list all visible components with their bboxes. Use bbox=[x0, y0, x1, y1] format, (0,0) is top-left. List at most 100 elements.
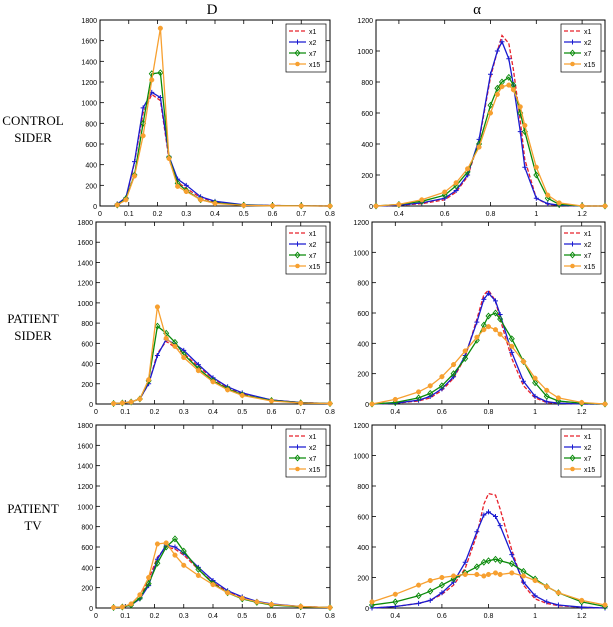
marker-x2 bbox=[499, 39, 505, 45]
marker-x15 bbox=[172, 343, 178, 349]
legend-marker-x2 bbox=[295, 39, 300, 45]
marker-x15 bbox=[481, 327, 487, 333]
legend-marker-x15 bbox=[295, 466, 300, 472]
marker-x15 bbox=[427, 578, 433, 584]
legend-marker-x7 bbox=[294, 49, 301, 57]
y-tick-label: 800 bbox=[85, 121, 97, 128]
marker-x15 bbox=[451, 362, 457, 368]
x-tick-label: 0.2 bbox=[150, 409, 160, 416]
y-tick-label: 1600 bbox=[77, 443, 93, 450]
marker-x15 bbox=[544, 584, 550, 590]
x-tick-label: 1.2 bbox=[577, 211, 587, 218]
marker-x15 bbox=[369, 401, 375, 407]
marker-x15 bbox=[419, 197, 425, 203]
y-tick-label: 1200 bbox=[353, 220, 369, 227]
marker-x15 bbox=[532, 578, 538, 584]
marker-x15 bbox=[175, 183, 181, 189]
y-tick-label: 1200 bbox=[81, 80, 97, 87]
marker-x2 bbox=[509, 552, 515, 558]
y-tick-label: 1200 bbox=[357, 18, 373, 25]
marker-x15 bbox=[427, 383, 433, 389]
legend-label-x15: x15 bbox=[584, 467, 595, 474]
x-tick-label: 0.6 bbox=[437, 613, 447, 620]
y-tick-label: 600 bbox=[357, 311, 369, 318]
y-tick-label: 1200 bbox=[77, 484, 93, 491]
marker-x15 bbox=[579, 399, 585, 406]
marker-x7 bbox=[508, 335, 515, 343]
legend-label-x15: x15 bbox=[309, 264, 320, 271]
marker-x15 bbox=[327, 400, 333, 407]
marker-x2 bbox=[509, 349, 515, 355]
marker-x7 bbox=[453, 182, 460, 190]
y-tick-label: 200 bbox=[81, 382, 93, 389]
y-tick-label: 1000 bbox=[353, 454, 369, 461]
x-tick-label: 1.2 bbox=[577, 613, 587, 620]
x-tick-label: 0.1 bbox=[120, 409, 130, 416]
y-tick-label: 200 bbox=[85, 183, 97, 190]
row-label-patient-tv: PATIENT TV bbox=[0, 500, 66, 534]
marker-x15 bbox=[154, 304, 160, 310]
marker-x15 bbox=[241, 202, 247, 208]
marker-x15 bbox=[198, 197, 204, 203]
marker-x7 bbox=[543, 392, 550, 400]
marker-x7 bbox=[494, 84, 501, 92]
y-tick-label: 1400 bbox=[77, 464, 93, 471]
x-tick-label: 0.4 bbox=[394, 211, 404, 218]
marker-x15 bbox=[369, 599, 375, 605]
legend-label-x7: x7 bbox=[584, 51, 592, 58]
x-tick-label: 0.8 bbox=[486, 211, 496, 218]
y-tick-label: 1000 bbox=[77, 301, 93, 308]
x-tick-label: 0.3 bbox=[181, 211, 191, 218]
y-tick-label: 200 bbox=[81, 586, 93, 593]
legend-label-x1: x1 bbox=[584, 434, 592, 441]
marker-x2 bbox=[545, 201, 551, 207]
row-label-line-2: SIDER bbox=[14, 130, 52, 145]
marker-x7 bbox=[487, 101, 494, 109]
y-tick-label: 200 bbox=[361, 173, 373, 180]
marker-x15 bbox=[239, 595, 245, 601]
legend-marker-x7 bbox=[294, 251, 301, 259]
legend-label-x2: x2 bbox=[584, 40, 592, 47]
marker-x15 bbox=[556, 200, 562, 206]
y-tick-label: 600 bbox=[85, 142, 97, 149]
marker-x7 bbox=[171, 535, 178, 543]
marker-x2 bbox=[474, 529, 480, 535]
x-tick-label: 1 bbox=[534, 211, 538, 218]
marker-x15 bbox=[474, 334, 480, 340]
marker-x15 bbox=[239, 392, 245, 398]
y-tick-label: 600 bbox=[361, 111, 373, 118]
chart-panel-3: 0 200 400 600 800 1000 1200 1400 1600 1800 0 0.1 0.2… bbox=[77, 220, 335, 416]
marker-x7 bbox=[480, 558, 487, 566]
marker-x2 bbox=[416, 600, 422, 606]
y-tick-label: 1000 bbox=[77, 504, 93, 511]
legend-label-x1: x1 bbox=[309, 29, 317, 36]
marker-x15 bbox=[474, 571, 480, 578]
marker-x2 bbox=[427, 597, 433, 603]
x-tick-label: 0.5 bbox=[239, 211, 249, 218]
marker-x15 bbox=[119, 400, 125, 406]
marker-x7 bbox=[544, 194, 551, 202]
marker-x15 bbox=[111, 400, 117, 407]
marker-x2 bbox=[533, 195, 539, 201]
x-tick-label: 1 bbox=[533, 409, 537, 416]
x-tick-label: 0.1 bbox=[124, 211, 134, 218]
x-tick-label: 0.6 bbox=[268, 211, 278, 218]
legend-marker-x7 bbox=[569, 251, 576, 259]
marker-x2 bbox=[520, 579, 526, 585]
x-tick-label: 0.7 bbox=[296, 409, 306, 416]
marker-x15 bbox=[195, 368, 201, 374]
marker-x15 bbox=[545, 192, 551, 198]
legend-label-x1: x1 bbox=[584, 231, 592, 238]
marker-x7 bbox=[462, 355, 469, 362]
marker-x7 bbox=[532, 379, 539, 387]
marker-x15 bbox=[520, 358, 527, 365]
marker-x7 bbox=[492, 555, 499, 563]
y-tick-label: 1800 bbox=[77, 220, 93, 227]
marker-x15 bbox=[497, 571, 503, 578]
marker-x7 bbox=[180, 547, 187, 555]
marker-x15 bbox=[485, 571, 492, 578]
marker-x15 bbox=[298, 603, 304, 610]
marker-x2 bbox=[486, 290, 491, 296]
x-tick-label: 0.8 bbox=[325, 211, 335, 218]
marker-x15 bbox=[532, 375, 538, 381]
